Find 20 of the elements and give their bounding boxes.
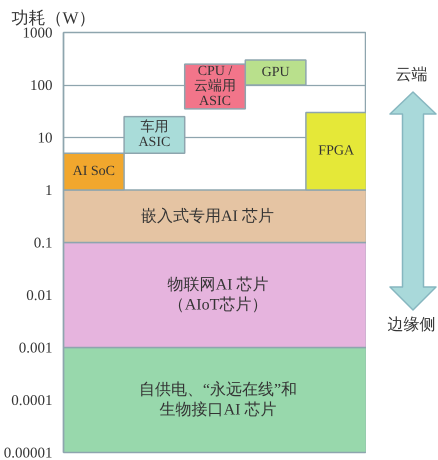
annotation: FPGA — [318, 144, 355, 159]
y-tick-label: 0.00001 — [4, 446, 52, 460]
band-label: 嵌入式专用AI 芯片 — [140, 206, 274, 225]
annotation: 车用ASIC — [138, 118, 170, 150]
y-tick-label: 10 — [38, 130, 52, 146]
y-axis-title: 功耗（W） — [12, 8, 96, 28]
text: 边缘侧 — [388, 316, 436, 334]
y-tick-label: 0.01 — [26, 288, 52, 304]
text: 云端 — [396, 66, 428, 84]
y-tick-label: 100 — [30, 78, 52, 94]
annotation: CPU / 云端用ASIC — [194, 64, 236, 110]
annotation: GPU — [262, 64, 290, 80]
y-tick-label: 0.001 — [18, 340, 52, 356]
y-tick-label: 0.0001 — [11, 393, 52, 409]
y-tick-label: 0.1 — [34, 236, 52, 252]
band-label: 物联网AI 芯片（AIoT芯片） — [168, 275, 268, 314]
annotation: AI SoC — [72, 164, 116, 180]
y-tick-label: 1000 — [22, 26, 52, 42]
band-label: 自供电、“永远在线”和生物接口AI 芯片 — [138, 380, 298, 419]
y-tick-label: 1 — [45, 183, 52, 199]
